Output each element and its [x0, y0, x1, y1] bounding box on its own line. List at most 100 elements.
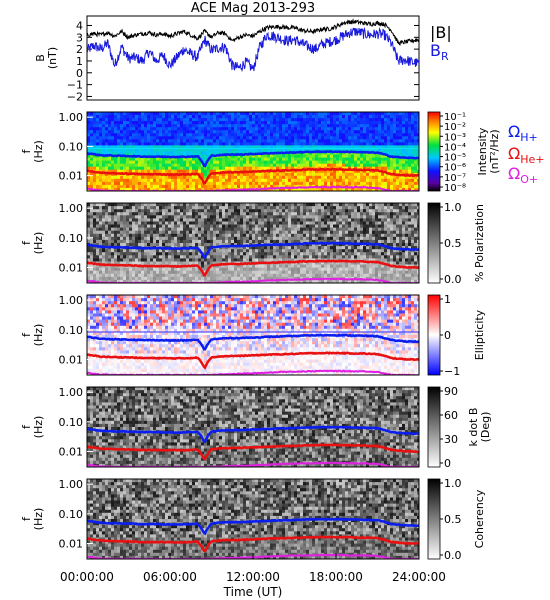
spectrogram-cell	[96, 166, 99, 171]
spectrogram-cell	[396, 178, 399, 183]
spectrogram-cell	[123, 267, 126, 272]
spectrogram-cell	[168, 121, 171, 125]
spectrogram-cell	[96, 276, 99, 281]
spectrogram-cell	[393, 160, 396, 165]
spectrogram-cell	[273, 267, 276, 272]
spectrogram-cell	[180, 212, 183, 216]
spectrogram-cell	[312, 212, 315, 216]
spectrogram-cell	[273, 181, 276, 186]
spectrogram-cell	[243, 145, 246, 149]
legend-b-r-sub: R	[441, 50, 449, 63]
spectrogram-cell	[120, 218, 123, 222]
spectrogram-cell	[123, 252, 126, 256]
spectrogram-cell	[147, 175, 150, 180]
spectrogram-cell	[105, 267, 108, 272]
spectrogram-cell	[381, 184, 384, 189]
chart-title: ACE Mag 2013-293	[191, 1, 315, 16]
spectrogram-cell	[162, 255, 165, 259]
spectrogram-cell	[183, 270, 186, 275]
spectrogram-cell	[144, 270, 147, 275]
spectrogram-cell	[270, 175, 273, 180]
spectrogram-cell	[321, 221, 324, 226]
spectrogram-cell	[345, 160, 348, 165]
spectrogram-cell	[303, 203, 306, 207]
spectrogram-cell	[411, 145, 414, 149]
spectrogram-cell	[108, 203, 111, 207]
spectrogram-cell	[99, 178, 102, 183]
spectrogram-cell	[123, 227, 126, 232]
spectrogram-cell	[207, 243, 210, 247]
spectrogram-cell	[240, 249, 243, 253]
spectrogram-cell	[270, 258, 273, 262]
spectrogram-cell	[138, 130, 141, 134]
spectrogram-cell	[261, 227, 264, 232]
spectrogram-cell	[249, 142, 252, 146]
spectrogram-cell	[282, 166, 285, 171]
spectrogram-cell	[123, 212, 126, 216]
spectrogram-cell	[156, 224, 159, 229]
spectrogram-cell	[117, 178, 120, 183]
spectrogram-cell	[144, 218, 147, 222]
spectrogram-cell	[93, 246, 96, 250]
spectrogram-cell	[171, 112, 174, 116]
spectrogram-cell	[309, 145, 312, 149]
spectrogram-cell	[393, 166, 396, 171]
spectrogram-cell	[348, 118, 351, 122]
spectrogram-cell	[246, 163, 249, 168]
spectrogram-cell	[117, 151, 120, 155]
spectrogram-cell	[351, 133, 354, 137]
spectrogram-cell	[216, 166, 219, 171]
spectrogram-cell	[390, 163, 393, 168]
spectrogram-cell	[267, 172, 270, 177]
spectrogram-panel-2: 1.000.100.01f (Hz)1.00.50.0% Polarization	[20, 201, 486, 286]
spectrogram-cell	[357, 163, 360, 168]
spectrogram-cell	[207, 163, 210, 168]
spectrogram-cell	[270, 148, 273, 152]
spectrogram-cell	[306, 236, 309, 241]
spectrogram-cell	[210, 166, 213, 171]
spectrogram-cell	[300, 136, 303, 140]
spectrogram-cell	[189, 261, 192, 266]
spectrogram-cell	[138, 166, 141, 171]
spectrogram-cell	[159, 151, 162, 155]
spectrogram-cell	[270, 139, 273, 143]
spectrogram-cell	[180, 136, 183, 140]
spectrogram-cell	[114, 209, 117, 213]
spectrogram-cell	[264, 127, 267, 131]
spectrogram-cell	[135, 130, 138, 134]
spectrogram-cell	[153, 175, 156, 180]
spectrogram-cell	[144, 166, 147, 171]
spectrogram-cell	[300, 175, 303, 180]
spectrogram-cell	[159, 230, 162, 235]
spectrogram-cell	[360, 124, 363, 128]
spectrogram-cell	[282, 172, 285, 177]
spectrogram-cell	[225, 145, 228, 149]
spectrogram-cell	[294, 215, 297, 219]
spectrogram-cell	[309, 267, 312, 272]
spectrogram-cell	[273, 139, 276, 143]
spectrogram-cell	[399, 127, 402, 131]
spectrogram-cell	[261, 246, 264, 250]
spectrogram-cell	[159, 121, 162, 125]
spectrogram-cell	[117, 221, 120, 226]
spectrogram-cell	[141, 118, 144, 122]
spectrogram-cell	[162, 273, 165, 278]
spectrogram-cell	[96, 236, 99, 241]
spectrogram-cell	[255, 163, 258, 168]
spectrogram-cell	[156, 175, 159, 180]
spectrogram-cell	[159, 218, 162, 222]
spectrogram-cell	[186, 239, 189, 244]
spectrogram-cell	[105, 203, 108, 207]
spectrogram-cell	[150, 145, 153, 149]
spectrogram-cell	[162, 258, 165, 262]
spectrogram-cell	[219, 178, 222, 183]
spectrogram-cell	[276, 255, 279, 259]
spectrogram-cell	[339, 178, 342, 183]
spectrogram-cell	[147, 203, 150, 207]
spectrogram-cell	[297, 215, 300, 219]
spectrogram-cell	[273, 133, 276, 137]
spectrogram-cell	[219, 276, 222, 281]
spectrogram-cell	[144, 148, 147, 152]
spectrogram-cell	[363, 133, 366, 137]
spectrogram-cell	[159, 124, 162, 128]
